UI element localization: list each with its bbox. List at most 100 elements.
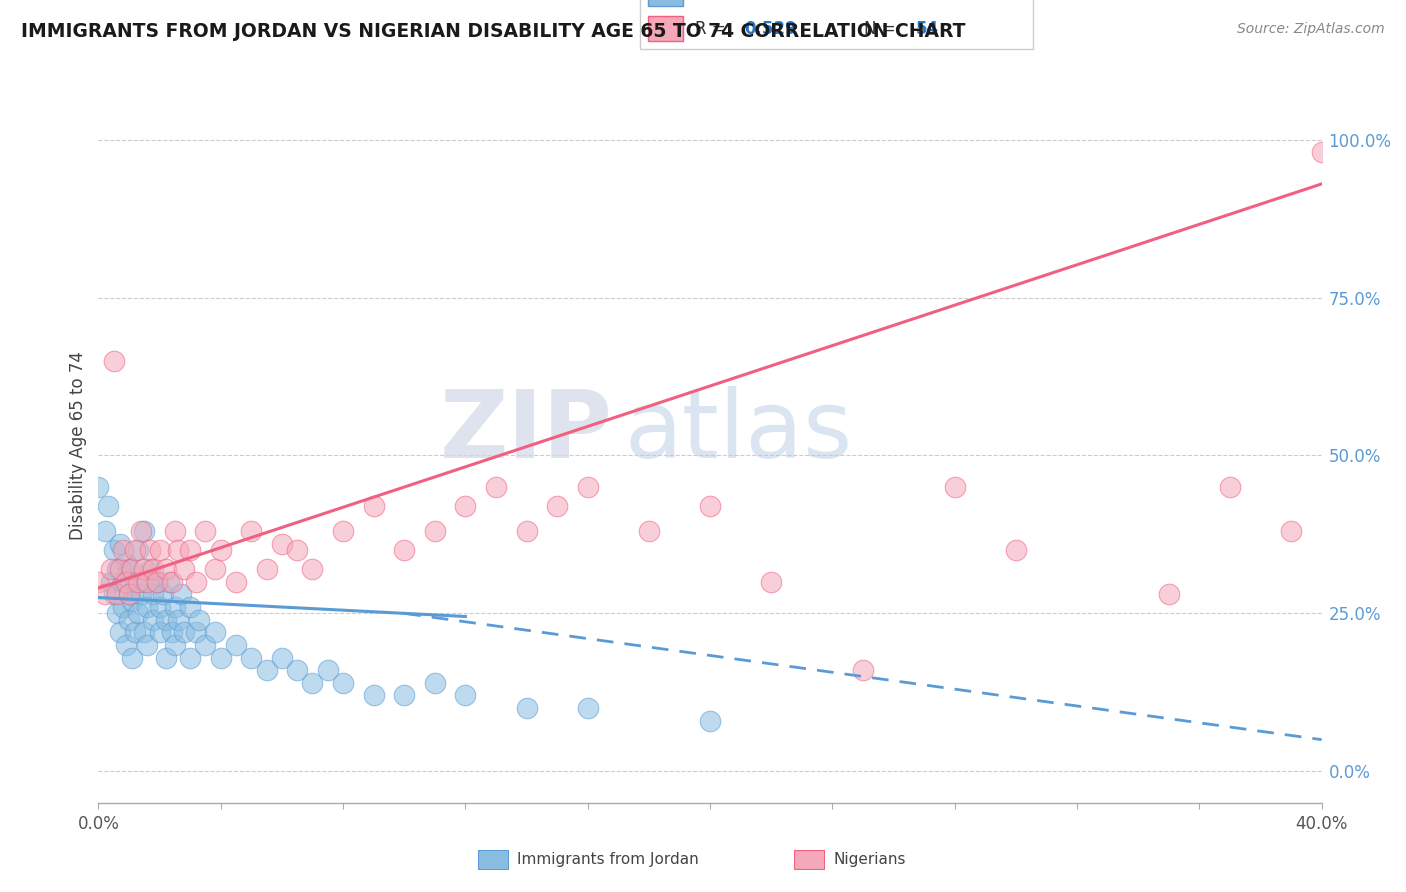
Point bbox=[142, 562, 165, 576]
Point bbox=[145, 574, 167, 589]
Point bbox=[129, 524, 152, 539]
Text: 67: 67 bbox=[915, 0, 938, 2]
Point bbox=[103, 587, 125, 601]
Point bbox=[127, 543, 149, 558]
Point bbox=[240, 524, 263, 539]
Point bbox=[93, 524, 115, 539]
Point bbox=[142, 613, 165, 627]
FancyBboxPatch shape bbox=[648, 16, 683, 42]
Point bbox=[186, 625, 208, 640]
Point bbox=[121, 650, 143, 665]
Y-axis label: Disability Age 65 to 74: Disability Age 65 to 74 bbox=[69, 351, 87, 541]
Point bbox=[139, 562, 162, 576]
Point bbox=[392, 689, 416, 703]
Point bbox=[285, 663, 308, 677]
Text: Source: ZipAtlas.com: Source: ZipAtlas.com bbox=[1237, 22, 1385, 37]
Point bbox=[699, 499, 721, 513]
Point bbox=[155, 613, 177, 627]
Point bbox=[186, 574, 208, 589]
Point bbox=[209, 543, 232, 558]
Point bbox=[454, 689, 477, 703]
Point bbox=[136, 574, 159, 589]
Point bbox=[454, 499, 477, 513]
Point bbox=[115, 574, 138, 589]
Point bbox=[139, 543, 162, 558]
FancyBboxPatch shape bbox=[640, 0, 1033, 49]
Point bbox=[155, 650, 177, 665]
Point bbox=[134, 625, 156, 640]
Point bbox=[124, 543, 146, 558]
Point bbox=[163, 600, 186, 615]
Point bbox=[392, 543, 416, 558]
Point bbox=[1157, 587, 1180, 601]
Point bbox=[301, 675, 323, 690]
Point bbox=[516, 701, 538, 715]
Point bbox=[204, 625, 226, 640]
Point bbox=[576, 701, 599, 715]
Point bbox=[160, 574, 183, 589]
Text: R =: R = bbox=[695, 20, 731, 37]
Point bbox=[240, 650, 263, 665]
Text: 54: 54 bbox=[915, 20, 938, 37]
Text: atlas: atlas bbox=[624, 385, 852, 478]
Point bbox=[124, 574, 146, 589]
Point bbox=[100, 574, 122, 589]
Point bbox=[127, 607, 149, 621]
Point bbox=[332, 524, 354, 539]
Point bbox=[115, 556, 138, 570]
FancyBboxPatch shape bbox=[794, 850, 825, 870]
Text: -0.083: -0.083 bbox=[744, 0, 803, 2]
Point bbox=[111, 543, 134, 558]
Point bbox=[108, 537, 131, 551]
Point bbox=[105, 562, 128, 576]
Point bbox=[127, 574, 149, 589]
Point bbox=[301, 562, 323, 576]
Point bbox=[118, 613, 141, 627]
Point bbox=[105, 607, 128, 621]
Point bbox=[332, 675, 354, 690]
Point bbox=[108, 625, 131, 640]
Point bbox=[179, 600, 201, 615]
Point bbox=[1219, 480, 1241, 494]
Point bbox=[363, 499, 385, 513]
Point bbox=[546, 499, 568, 513]
Point bbox=[179, 650, 201, 665]
Point bbox=[111, 574, 134, 589]
Point bbox=[759, 574, 782, 589]
Point bbox=[163, 638, 186, 652]
Point bbox=[121, 593, 143, 607]
Point bbox=[145, 574, 167, 589]
Point bbox=[118, 587, 141, 601]
Point bbox=[204, 562, 226, 576]
Text: R =: R = bbox=[695, 0, 731, 2]
Point bbox=[93, 587, 115, 601]
Point bbox=[170, 587, 193, 601]
Point bbox=[516, 524, 538, 539]
Point bbox=[1004, 543, 1026, 558]
Point bbox=[118, 562, 141, 576]
Point bbox=[270, 537, 292, 551]
Point bbox=[149, 625, 172, 640]
Point bbox=[270, 650, 292, 665]
Text: ZIP: ZIP bbox=[439, 385, 612, 478]
Point bbox=[108, 562, 131, 576]
FancyBboxPatch shape bbox=[648, 0, 683, 6]
Point bbox=[363, 689, 385, 703]
Point bbox=[225, 574, 247, 589]
Point bbox=[194, 638, 217, 652]
Point bbox=[157, 574, 180, 589]
Point bbox=[225, 638, 247, 652]
Text: Immigrants from Jordan: Immigrants from Jordan bbox=[517, 853, 699, 867]
Point bbox=[316, 663, 339, 677]
Point bbox=[637, 524, 661, 539]
Point bbox=[1310, 145, 1333, 160]
Text: 0.529: 0.529 bbox=[744, 20, 797, 37]
Point bbox=[163, 524, 186, 539]
Point bbox=[256, 663, 278, 677]
Point bbox=[209, 650, 232, 665]
Point bbox=[129, 587, 152, 601]
Point bbox=[87, 480, 110, 494]
Point bbox=[103, 543, 125, 558]
Point bbox=[136, 600, 159, 615]
Point bbox=[485, 480, 508, 494]
